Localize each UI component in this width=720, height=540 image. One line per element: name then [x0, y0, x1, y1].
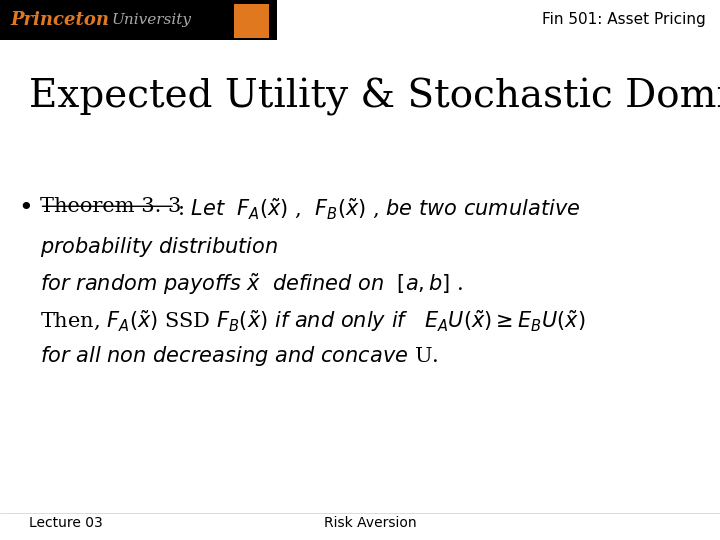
- Text: $\it{for\ all\ non\ decreasing\ and\ concave\ }$U.: $\it{for\ all\ non\ decreasing\ and\ con…: [40, 344, 438, 368]
- Text: •: •: [18, 197, 32, 220]
- Text: University: University: [112, 13, 192, 27]
- Text: Then, $F_A(\tilde{x})$ SSD $F_B(\tilde{x})$ $\it{if\ and\ only\ if}$   $E_A U(\t: Then, $F_A(\tilde{x})$ SSD $F_B(\tilde{x…: [40, 308, 585, 334]
- Text: Fin 501: Asset Pricing: Fin 501: Asset Pricing: [542, 12, 706, 28]
- Text: : $\it{Let}$  $F_A(\tilde{x})$ ,  $F_B(\tilde{x})$ , $\it{be\ two\ cumulative}$: : $\it{Let}$ $F_A(\tilde{x})$ , $F_B(\ti…: [177, 197, 580, 222]
- Text: $\it{probability\ distribution}$: $\it{probability\ distribution}$: [40, 235, 278, 259]
- Text: Risk Aversion: Risk Aversion: [324, 516, 417, 530]
- Bar: [0, 0, 277, 40]
- Text: Lecture 03: Lecture 03: [29, 516, 102, 530]
- Text: Theorem 3. 3: Theorem 3. 3: [40, 197, 181, 216]
- Text: Princeton: Princeton: [11, 11, 109, 29]
- Text: Expected Utility & Stochastic Dominance: Expected Utility & Stochastic Dominance: [29, 78, 720, 116]
- Bar: [234, 4, 269, 38]
- Text: $\it{for\ random\ payoffs\ }$$\tilde{x}$  $\it{defined\ on}$  $[a,b]$ .: $\it{for\ random\ payoffs\ }$$\tilde{x}$…: [40, 271, 463, 297]
